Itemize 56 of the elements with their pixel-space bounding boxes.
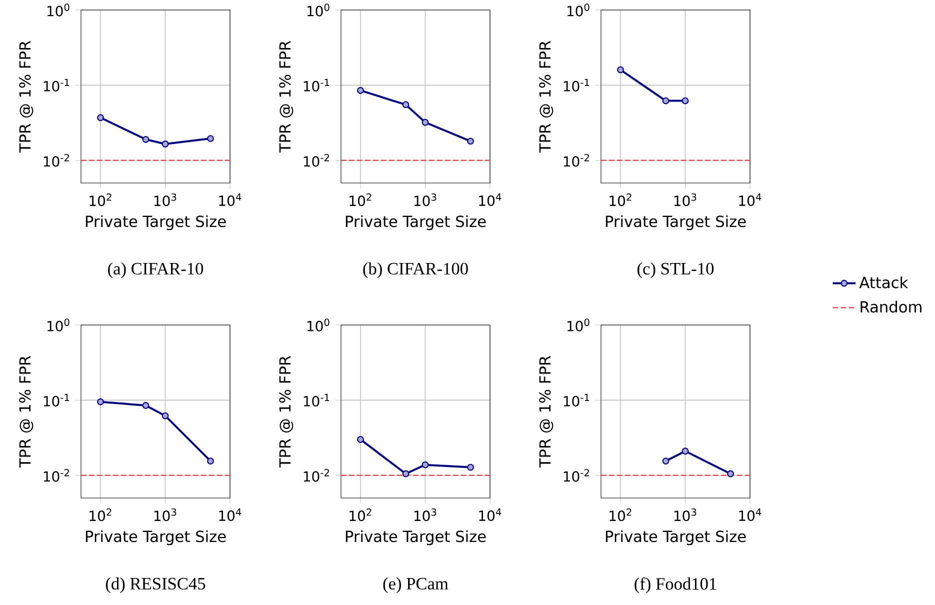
x-tick-label: 10$^{3}$ (154, 508, 176, 522)
y-axis-title: TPR @ 1% FPR (279, 40, 294, 153)
x-axis-title: Private Target Size (346, 530, 486, 546)
legend-label: Attack (859, 276, 908, 288)
y-tick-label: 10$^{0}$ (47, 318, 70, 332)
text: (a) CIFAR-10 (108, 262, 204, 278)
text: (c) STL-10 (638, 262, 714, 278)
y-tick-label: 10$^{0}$ (307, 318, 330, 332)
x-tick-label: 10$^{4}$ (479, 508, 502, 522)
y-axis-title: TPR @ 1% FPR (19, 40, 34, 153)
x-tick-label: 10$^{4}$ (739, 193, 762, 206)
y-tick-label: 10$^{-1}$ (564, 394, 590, 406)
y-axis-title: TPR @ 1% FPR (279, 356, 294, 468)
x-tick-label: 10$^{4}$ (219, 508, 242, 522)
y-tick-label: 10$^{0}$ (567, 318, 590, 332)
text: (f) Food101 (634, 577, 716, 594)
y-tick-label: 10$^{-2}$ (304, 468, 329, 482)
x-tick-label: 10$^{2}$ (610, 508, 632, 522)
y-axis-title: TPR @ 1% FPR (539, 356, 554, 468)
x-tick-label: 10$^{4}$ (739, 508, 762, 522)
x-tick-label: 10$^{3}$ (674, 193, 696, 206)
y-tick-label: 10$^{-1}$ (304, 78, 330, 92)
y-axis-title: TPR @ 1% FPR (539, 40, 554, 153)
x-tick-label: 10$^{3}$ (414, 508, 436, 522)
x-axis-title: Private Target Size (606, 215, 746, 230)
x-tick-label: 10$^{3}$ (674, 508, 696, 522)
y-tick-label: 10$^{-2}$ (304, 154, 329, 167)
y-tick-label: 10$^{-2}$ (44, 468, 69, 482)
x-tick-label: 10$^{4}$ (479, 193, 502, 206)
x-tick-label: 10$^{2}$ (610, 193, 632, 206)
x-axis-title: Private Target Size (86, 530, 226, 546)
x-tick-label: 10$^{3}$ (414, 193, 436, 206)
y-tick-label: 10$^{0}$ (47, 4, 70, 16)
legend-label: Random (860, 300, 922, 313)
y-tick-label: 10$^{-2}$ (44, 154, 69, 167)
x-tick-label: 10$^{2}$ (350, 193, 372, 206)
x-axis-title: Private Target Size (606, 530, 746, 546)
x-tick-label: 10$^{3}$ (154, 193, 176, 206)
y-tick-label: 10$^{-1}$ (44, 78, 70, 92)
y-tick-label: 10$^{-2}$ (564, 154, 589, 167)
y-tick-label: 10$^{-1}$ (44, 394, 70, 406)
y-tick-label: 10$^{-1}$ (564, 78, 590, 92)
x-tick-label: 10$^{4}$ (219, 193, 242, 206)
text: (b) CIFAR-100 (363, 262, 468, 278)
text: (d) RESISC45 (106, 577, 206, 594)
text: (e) PCam (383, 577, 448, 594)
x-axis-title: Private Target Size (346, 215, 486, 230)
y-axis-title: TPR @ 1% FPR (19, 356, 34, 468)
y-tick-label: 10$^{0}$ (307, 4, 330, 16)
y-tick-label: 10$^{-1}$ (304, 394, 330, 406)
y-tick-label: 10$^{-2}$ (564, 468, 589, 482)
x-tick-label: 10$^{2}$ (90, 193, 112, 206)
x-tick-label: 10$^{2}$ (350, 508, 372, 522)
x-axis-title: Private Target Size (86, 215, 226, 230)
y-tick-label: 10$^{0}$ (567, 4, 590, 16)
x-tick-label: 10$^{2}$ (90, 508, 112, 522)
